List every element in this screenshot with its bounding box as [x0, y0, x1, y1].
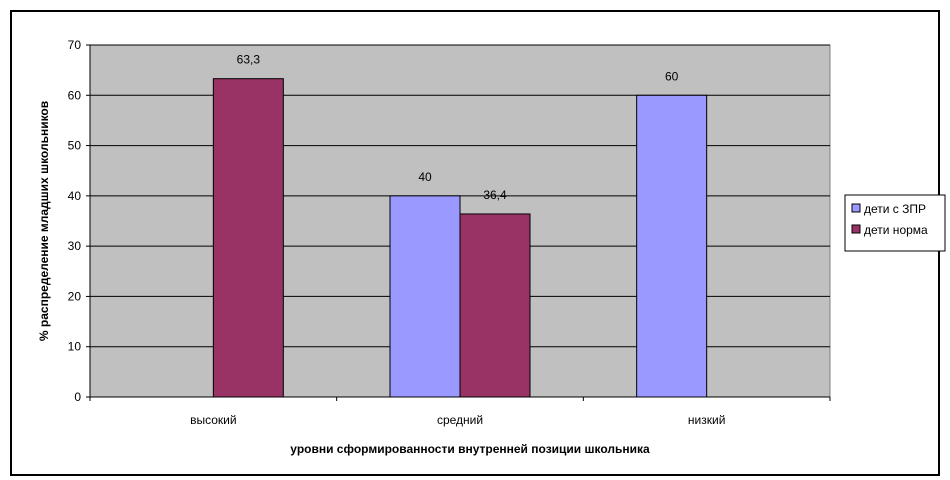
y-tick-label: 30: [68, 239, 82, 253]
y-axis-label: % распределение младших школьников: [37, 101, 51, 341]
legend-swatch: [851, 224, 861, 234]
legend-label: дети с ЗПР: [864, 202, 926, 216]
data-label: 63,3: [237, 53, 261, 67]
x-axis-label: уровни сформированности внутренней позиц…: [290, 442, 650, 456]
data-label: 40: [418, 170, 432, 184]
legend-box: [844, 194, 946, 252]
data-label: 36,4: [483, 188, 507, 202]
bars: [212, 78, 708, 398]
legend-swatch: [851, 203, 861, 213]
y-tick-label: 40: [68, 189, 82, 203]
y-tick-label: 20: [68, 289, 82, 303]
bar: [459, 213, 531, 398]
bar: [636, 94, 708, 398]
x-tick-label: низкий: [688, 413, 726, 427]
y-tick-label: 50: [68, 139, 82, 153]
data-label: 60: [665, 69, 679, 83]
bar: [389, 195, 461, 398]
data-labels: 63,3 40 36,4 60: [237, 53, 679, 202]
x-tick-label: высокий: [190, 413, 236, 427]
y-tick-labels: 0 10 20 30 40 50 60 70: [68, 38, 82, 404]
x-tick-labels: высокий средний низкий: [190, 413, 725, 427]
legend: дети с ЗПР дети норма: [844, 194, 946, 252]
y-tick-label: 10: [68, 340, 82, 354]
y-tick-label: 60: [68, 88, 82, 102]
axes: [86, 44, 831, 401]
bar: [212, 78, 284, 398]
legend-label: дети норма: [864, 223, 928, 237]
x-tick-label: средний: [437, 413, 483, 427]
y-tick-label: 0: [74, 390, 81, 404]
y-tick-label: 70: [68, 38, 82, 52]
